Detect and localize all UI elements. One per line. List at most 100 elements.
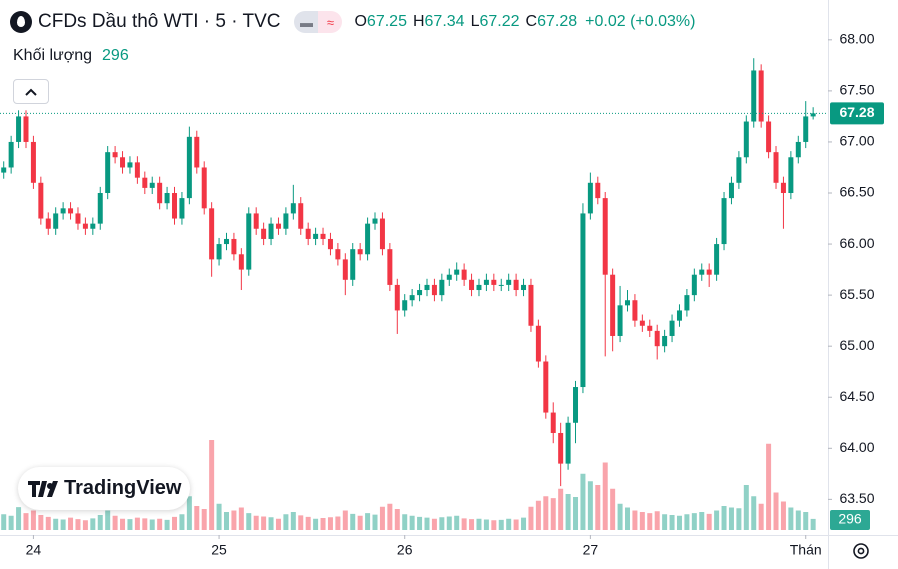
x-tick-label: Thán — [790, 542, 822, 558]
volume-tag-label: 296 — [838, 511, 862, 527]
candle-body — [788, 157, 794, 194]
y-tick-label: 66.50 — [839, 184, 874, 200]
candle-body — [736, 157, 742, 183]
watermark[interactable]: TradingView — [18, 467, 190, 510]
volume-bar — [253, 515, 259, 530]
volume-bar — [327, 517, 333, 530]
settings-icon[interactable] — [851, 541, 871, 561]
candle-body — [498, 284, 504, 286]
volume-bar — [164, 519, 170, 530]
y-tick-label: 65.00 — [839, 337, 874, 353]
candle-body — [602, 198, 608, 275]
symbol-title[interactable]: CFDs Dầu thô WTI · 5 · TVC — [38, 11, 281, 32]
volume-bar — [60, 519, 66, 530]
candle-body — [647, 325, 653, 331]
candle-body — [134, 162, 140, 178]
candle-body — [379, 218, 385, 250]
candle-body — [275, 223, 281, 229]
volume-bar — [550, 498, 556, 530]
volume-bar — [632, 510, 638, 530]
candle-body — [97, 193, 103, 224]
candle-body — [82, 223, 88, 229]
candle-body — [587, 182, 593, 214]
volume-bar — [476, 518, 482, 530]
candle-body — [513, 279, 519, 291]
volume-bar — [16, 507, 22, 530]
ohlc-key: H — [412, 13, 425, 30]
candle-body — [305, 228, 311, 239]
candle-body — [595, 182, 601, 199]
volume-value: 296 — [102, 47, 129, 64]
candle-body — [223, 238, 229, 245]
volume-bar — [90, 518, 96, 530]
candle-body — [1, 167, 7, 173]
candle-body — [350, 249, 356, 280]
volume-bar — [751, 496, 757, 530]
candle-body — [120, 157, 126, 168]
volume-bar — [402, 514, 408, 530]
volume-bar — [580, 473, 586, 530]
volume-bar — [127, 519, 133, 530]
volume-bar — [387, 503, 393, 530]
volume-bar — [780, 501, 786, 530]
volume-bar — [758, 503, 764, 530]
volume-bar — [766, 443, 772, 530]
candle-body — [253, 213, 259, 229]
volume-bar — [231, 510, 237, 530]
candle-body — [335, 249, 341, 260]
status-pill[interactable]: ▬ ≈ — [294, 11, 343, 33]
candle-body — [164, 193, 170, 204]
symbol-icon — [10, 11, 32, 33]
volume-bar — [1, 514, 7, 530]
volume-bar — [261, 516, 267, 530]
volume-tag — [830, 510, 870, 530]
candle-body — [127, 162, 133, 168]
volume-bar — [68, 517, 74, 530]
candle-body — [706, 269, 712, 275]
ohlc-key: O — [354, 13, 367, 30]
volume-bar — [788, 507, 794, 530]
volume-bar — [587, 481, 593, 530]
candle-body — [327, 238, 333, 250]
candle-body — [209, 208, 215, 260]
x-tick-label: 25 — [211, 542, 227, 558]
y-tick-label: 64.00 — [839, 439, 874, 455]
volume-bar — [298, 515, 304, 530]
y-tick-label: 67.50 — [839, 82, 874, 98]
candle-body — [75, 213, 81, 224]
candle-body — [365, 223, 371, 255]
y-tick-label: 68.00 — [839, 31, 874, 47]
volume-bar — [134, 517, 140, 530]
volume-bar — [721, 506, 727, 530]
volume-bar — [372, 514, 378, 530]
candle-body — [758, 70, 764, 122]
volume-bar — [773, 492, 779, 530]
candle-body — [194, 136, 200, 168]
ohlc-key: C — [525, 13, 538, 30]
candle-body — [773, 152, 779, 183]
collapse-button[interactable] — [13, 79, 49, 104]
volume-bar — [617, 503, 623, 530]
volume-bar — [528, 506, 534, 530]
candle-body — [112, 152, 118, 158]
candle-body — [528, 284, 534, 326]
candle-body — [283, 213, 289, 229]
candle-body — [201, 167, 207, 209]
volume-bar — [610, 488, 616, 530]
candle-body — [446, 274, 452, 280]
candle-body — [491, 279, 497, 285]
volume-bar — [498, 519, 504, 530]
volume-bar — [602, 462, 608, 530]
volume-bar — [335, 516, 341, 530]
volume-bar — [82, 520, 88, 530]
candle-body — [53, 213, 59, 229]
volume-bar — [728, 507, 734, 530]
candle-body — [342, 259, 348, 280]
volume-bar — [424, 517, 430, 530]
candle-body — [810, 113, 816, 117]
candle-body — [558, 432, 564, 464]
candle-body — [699, 269, 705, 275]
ohlc-value: 67.28 — [537, 13, 578, 30]
candle-body — [565, 422, 571, 464]
